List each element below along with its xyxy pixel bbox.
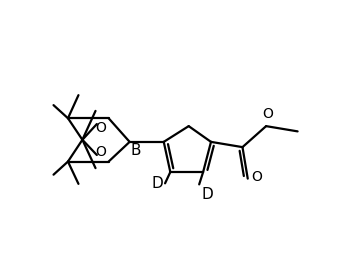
Text: D: D [151,176,163,191]
Text: O: O [252,170,262,184]
Text: O: O [262,107,273,121]
Text: O: O [95,121,106,135]
Text: B: B [131,143,141,158]
Text: O: O [95,145,106,159]
Text: D: D [201,187,213,202]
